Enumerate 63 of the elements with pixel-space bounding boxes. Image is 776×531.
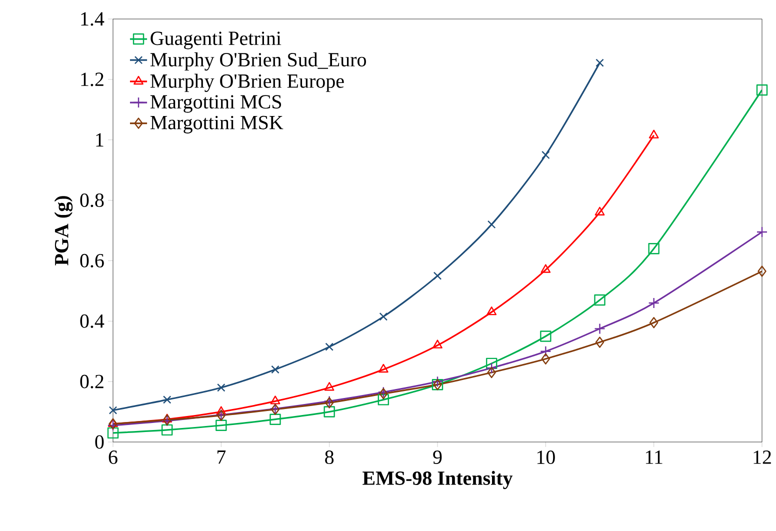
- point: [161, 424, 173, 436]
- point: [433, 272, 442, 280]
- point: [595, 336, 604, 348]
- legend-label: Murphy O'Brien Sud_Euro: [150, 52, 366, 71]
- point: [216, 406, 226, 415]
- point: [594, 294, 606, 306]
- point: [486, 362, 498, 374]
- y-tick-label: 0.2: [80, 374, 104, 388]
- point: [270, 414, 281, 425]
- point: [594, 206, 605, 216]
- point: [378, 394, 390, 406]
- y-tick-label: 0: [95, 435, 104, 449]
- point: [542, 150, 550, 160]
- x-tick-label: 9: [433, 450, 442, 464]
- point: [486, 358, 498, 370]
- point: [486, 306, 497, 316]
- point: [107, 427, 119, 439]
- point: [541, 353, 550, 365]
- point: [758, 266, 766, 277]
- y-tick-label: 0.8: [80, 193, 104, 208]
- point: [379, 312, 388, 321]
- y-tick-label: 1.2: [81, 72, 104, 86]
- legend-label: Margottini MSK: [150, 116, 284, 134]
- point: [270, 396, 280, 404]
- x-tick-label: 7: [217, 450, 226, 464]
- point: [432, 376, 444, 388]
- point: [324, 382, 334, 391]
- point: [594, 323, 606, 334]
- point: [108, 406, 118, 414]
- point: [648, 130, 659, 138]
- x-tick-label: 8: [325, 450, 334, 464]
- point: [487, 366, 496, 378]
- point: [649, 317, 658, 328]
- y-tick-label: 0.6: [80, 254, 104, 268]
- point: [325, 342, 334, 351]
- x-tick-label: 11: [646, 450, 662, 464]
- legend-label: Margottini MCS: [150, 95, 282, 113]
- point: [648, 297, 660, 309]
- y-tick-label: 1: [96, 133, 104, 146]
- x-axis-title: EMS-98 Intensity: [362, 470, 513, 490]
- x-tick-label: 10: [537, 450, 555, 464]
- point: [540, 330, 552, 342]
- legend-label: Guagenti Petrini: [150, 32, 282, 50]
- point: [756, 226, 768, 238]
- point: [596, 58, 604, 67]
- point: [217, 383, 226, 392]
- y-tick-label: 1.4: [81, 12, 104, 26]
- point: [648, 243, 660, 254]
- point: [271, 365, 280, 374]
- point: [432, 340, 442, 348]
- point: [162, 396, 172, 404]
- point: [540, 346, 552, 357]
- y-axis-title: PGA (g): [54, 196, 73, 266]
- y-tick-label: 0.4: [80, 314, 104, 328]
- legend-label: Murphy O'Brien Europe: [150, 74, 344, 92]
- point: [487, 220, 496, 229]
- x-tick-label: 6: [108, 450, 118, 464]
- point: [324, 406, 335, 418]
- point: [216, 420, 227, 431]
- x-tick-label: 12: [754, 450, 771, 464]
- point: [756, 84, 768, 96]
- point: [378, 364, 388, 373]
- point: [540, 264, 551, 273]
